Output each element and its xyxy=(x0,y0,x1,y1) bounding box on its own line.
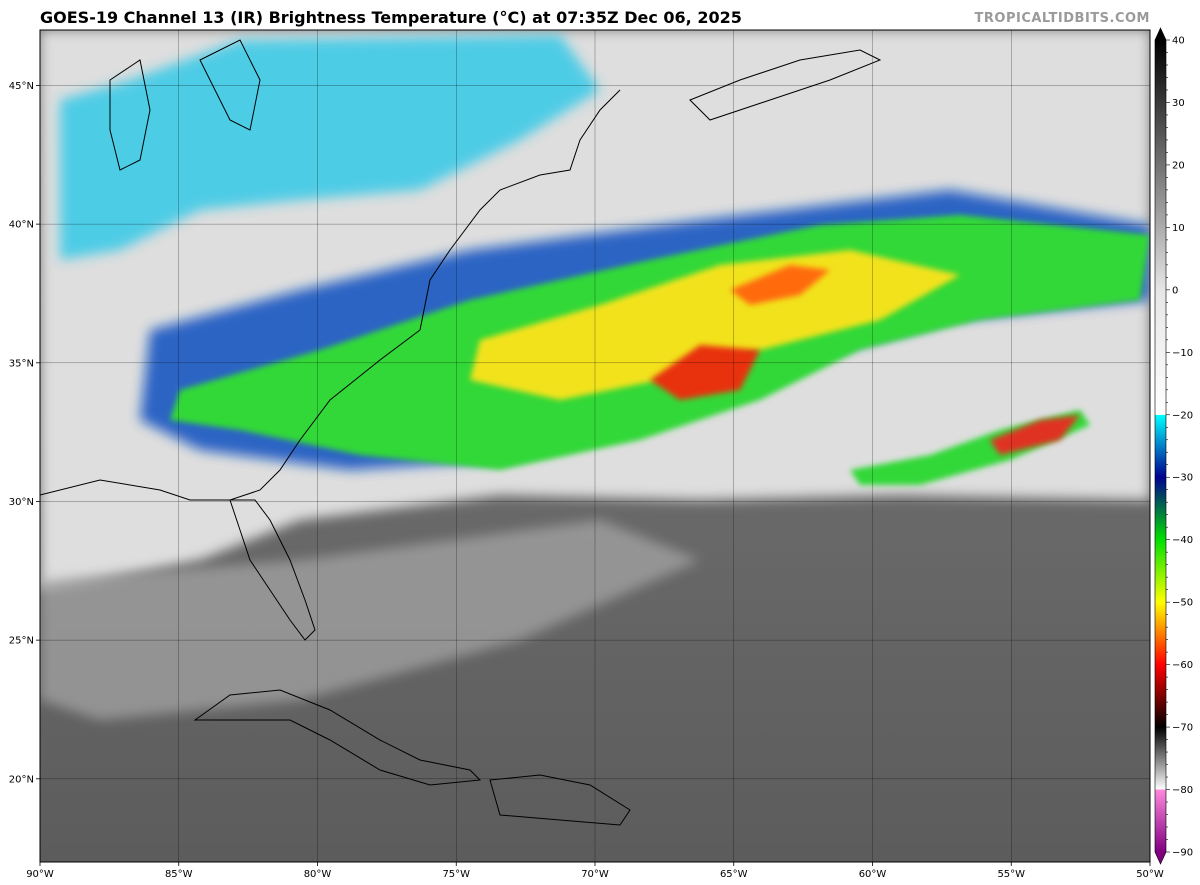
colorbar-tick-label: −10 xyxy=(1172,348,1193,359)
lon-tick-label: 90°W xyxy=(26,869,54,880)
latitude-axis: 45°N 40°N 35°N 30°N 25°N 20°N xyxy=(9,81,40,785)
red-cloud-core xyxy=(650,345,760,400)
nova-scotia-outline xyxy=(689,49,882,121)
colorbar-tick-label: −90 xyxy=(1172,848,1193,859)
hispaniola-outline xyxy=(489,774,631,826)
red-cloud-core xyxy=(730,265,830,305)
scattered-low-clouds xyxy=(40,520,700,720)
lon-tick-label: 70°W xyxy=(581,869,609,880)
map-title: GOES-19 Channel 13 (IR) Brightness Tempe… xyxy=(40,8,742,27)
lon-tick-label: 75°W xyxy=(442,869,470,880)
colorbar-tick-label: 30 xyxy=(1172,98,1185,109)
colorbar-tick-label: 20 xyxy=(1172,160,1185,171)
lon-tick-label: 80°W xyxy=(304,869,332,880)
us-east-coast xyxy=(40,89,621,501)
cuba-outline xyxy=(193,689,482,786)
colorbar: 40 30 20 10 0 −10 −20 −30 −40 −50 −60 −70 −80 −90 xyxy=(1154,27,1193,865)
yellow-cloud-core xyxy=(470,250,960,400)
cold-cloud-cyan xyxy=(60,35,600,260)
colorbar-body xyxy=(1154,27,1167,865)
lat-tick-label: 25°N xyxy=(9,636,34,647)
colorbar-ticks: 40 30 20 10 0 −10 −20 −30 −40 −50 −60 −70 −80 −90 xyxy=(1166,36,1193,859)
coastlines xyxy=(40,39,882,826)
lon-tick-label: 65°W xyxy=(720,869,748,880)
colorbar-tick-label: 40 xyxy=(1172,36,1185,47)
lon-tick-label: 55°W xyxy=(997,869,1025,880)
lon-tick-label: 85°W xyxy=(165,869,193,880)
lat-tick-label: 30°N xyxy=(9,497,34,508)
lat-tick-label: 20°N xyxy=(9,774,34,785)
brand-watermark: TROPICALTIDBITS.COM xyxy=(974,11,1150,26)
lat-tick-label: 35°N xyxy=(9,358,34,369)
lat-tick-label: 40°N xyxy=(9,220,34,231)
great-lakes-outline xyxy=(109,39,261,171)
longitude-axis: 90°W 85°W 80°W 75°W 70°W 65°W 60°W 55°W 50°W xyxy=(26,862,1164,880)
colorbar-tick-label: −40 xyxy=(1172,535,1193,546)
colorbar-tick-label: 0 xyxy=(1172,285,1178,296)
colorbar-tick-label: −80 xyxy=(1172,785,1193,796)
east-cloud-core xyxy=(990,415,1080,455)
lat-tick-label: 45°N xyxy=(9,81,34,92)
colorbar-tick-label: 10 xyxy=(1172,223,1185,234)
colorbar-tick-label: −30 xyxy=(1172,473,1193,484)
colorbar-tick-label: −60 xyxy=(1172,660,1193,671)
lon-tick-label: 50°W xyxy=(1136,869,1164,880)
colorbar-tick-label: −70 xyxy=(1172,723,1193,734)
colorbar-tick-label: −20 xyxy=(1172,410,1193,421)
lon-tick-label: 60°W xyxy=(859,869,887,880)
florida-outline xyxy=(229,499,316,641)
colorbar-tick-label: −50 xyxy=(1172,598,1193,609)
